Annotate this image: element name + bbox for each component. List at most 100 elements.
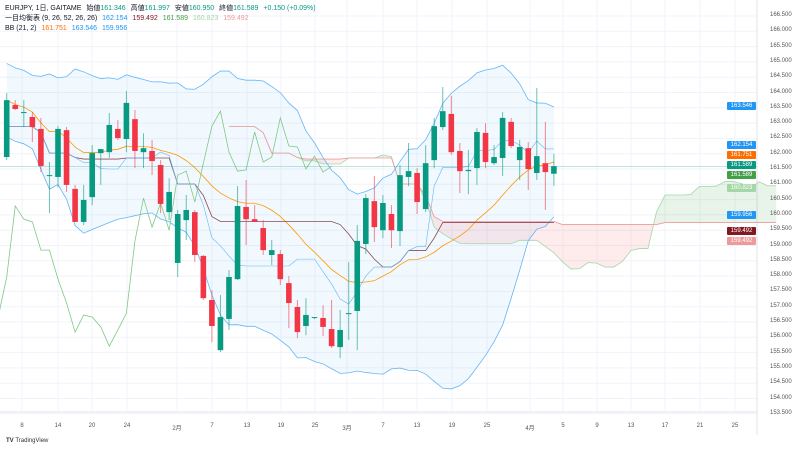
- time-tick-label: 3月: [342, 426, 352, 432]
- candle-body: [439, 111, 446, 128]
- tv-logo-icon: TV: [6, 438, 16, 444]
- time-tick-label: 7: [381, 423, 385, 429]
- kumo-cloud-segment: [588, 224, 597, 264]
- span-a-value: 160.823: [192, 15, 219, 22]
- price-tick-label: 153.500: [770, 409, 792, 416]
- bb-label[interactable]: BB (21, 2): [5, 25, 37, 32]
- open-label: 始値: [86, 5, 101, 12]
- price-tick-label: 164.000: [770, 88, 792, 95]
- kumo-cloud-segment: [699, 186, 708, 223]
- candle-body: [354, 240, 361, 311]
- candle-body: [251, 219, 258, 222]
- candle-body: [422, 163, 429, 210]
- candle-body: [243, 206, 249, 220]
- kumo-cloud-segment: [519, 221, 529, 241]
- price-tick-label: 163.500: [770, 103, 792, 110]
- candle-body: [294, 307, 301, 333]
- symbol-label[interactable]: EURJPY, 1日, GAITAME: [5, 5, 82, 12]
- kumo-cloud-segment: [476, 221, 486, 244]
- kumo-cloud-segment: [639, 224, 648, 249]
- price-tick-label: 165.000: [770, 57, 792, 64]
- candle-body: [55, 128, 61, 177]
- time-tick-label: 19: [448, 423, 456, 429]
- bb-basis-value: 161.751: [41, 25, 67, 32]
- time-tick-label: 13: [627, 423, 635, 429]
- candle-body: [311, 317, 318, 319]
- tenkan-value: 162.154: [102, 15, 128, 22]
- candle-body: [29, 116, 36, 128]
- time-tick-label: 25: [483, 423, 491, 429]
- chikou-value: 161.589: [162, 15, 188, 22]
- bb-upper-value: 163.546: [71, 25, 98, 32]
- candle-body: [3, 100, 10, 158]
- legend-ichimoku-row: 一目均衡表 (9, 26, 52, 26, 26) 162.154 159.49…: [5, 14, 319, 24]
- kumo-cloud-segment: [690, 186, 700, 223]
- candle-body: [38, 128, 44, 166]
- high-label: 高値: [130, 5, 145, 12]
- candle-body: [397, 175, 403, 232]
- candle-body: [465, 169, 472, 172]
- price-badge: 161.589: [727, 161, 756, 169]
- candle-body: [183, 210, 190, 221]
- kumo-cloud-segment: [331, 159, 341, 165]
- price-tick-label: 161.500: [770, 165, 792, 171]
- candle-body: [516, 146, 523, 161]
- kumo-cloud-segment: [605, 224, 614, 268]
- candle-body: [405, 171, 412, 177]
- candle-body: [482, 132, 489, 162]
- price-tick-label: 160.500: [770, 195, 792, 202]
- legend-symbol-row: EURJPY, 1日, GAITAME 始値161.346 高値161.997 …: [5, 4, 319, 14]
- time-tick-label: 25: [311, 423, 319, 429]
- time-tick-label: 13: [243, 423, 251, 429]
- candle-body: [328, 329, 335, 347]
- price-tick-label: 159.000: [770, 241, 792, 248]
- time-tick-label: 14: [54, 423, 62, 429]
- candle-body: [448, 113, 455, 153]
- candle-body: [303, 314, 309, 326]
- time-tick-label: 20: [88, 423, 96, 429]
- ichimoku-label[interactable]: 一目均衡表 (9, 26, 52, 26, 26): [5, 15, 98, 22]
- kumo-cloud-segment: [536, 221, 546, 247]
- bb-lower-line: [6, 136, 555, 390]
- kumo-cloud-segment: [630, 224, 640, 251]
- tradingview-logo[interactable]: TV TradingView: [6, 438, 48, 444]
- price-tick-label: 159.500: [770, 226, 792, 233]
- price-tick-label: 162.000: [770, 149, 792, 156]
- candle-body: [431, 126, 437, 161]
- candle-body: [209, 299, 215, 326]
- candle-body: [388, 213, 395, 231]
- candle-body: [320, 318, 326, 327]
- kumo-cloud-segment: [562, 224, 571, 270]
- time-tick-label: 19: [277, 423, 285, 429]
- kumo-cloud-segment: [434, 216, 443, 234]
- candle-body: [542, 163, 549, 173]
- kumo-cloud-segment: [451, 221, 460, 244]
- candle-body: [12, 105, 19, 110]
- candle-body: [226, 277, 232, 319]
- candle-body: [337, 329, 343, 348]
- candle-body: [414, 172, 420, 203]
- time-tick-label: 9: [595, 423, 599, 429]
- senkou-span-b-line: [229, 126, 777, 225]
- time-tick-label: 17: [661, 423, 669, 429]
- kumo-cloud-segment: [442, 221, 452, 239]
- kumo-cloud-segment: [511, 221, 520, 244]
- kumo-cloud-segment: [528, 221, 537, 241]
- candle-body: [115, 128, 121, 139]
- candle-body: [97, 149, 104, 154]
- candle-body: [499, 117, 506, 158]
- candle-body: [345, 313, 352, 315]
- price-tick-label: 155.500: [770, 348, 792, 355]
- candle-body: [474, 131, 480, 169]
- candle-body: [106, 124, 113, 153]
- price-tick-label: 161.000: [770, 180, 792, 187]
- legend-bb-row: BB (21, 2) 161.751 163.546 159.956: [5, 24, 319, 34]
- price-tick-label: 154.500: [770, 379, 792, 386]
- price-tick-label: 156.500: [770, 318, 792, 324]
- senkou-span-a-line: [229, 126, 777, 270]
- price-badge: 160.823: [727, 184, 756, 192]
- low-value: 160.950: [188, 5, 215, 12]
- candle-body: [72, 188, 78, 222]
- time-tick-label: 7: [210, 423, 214, 429]
